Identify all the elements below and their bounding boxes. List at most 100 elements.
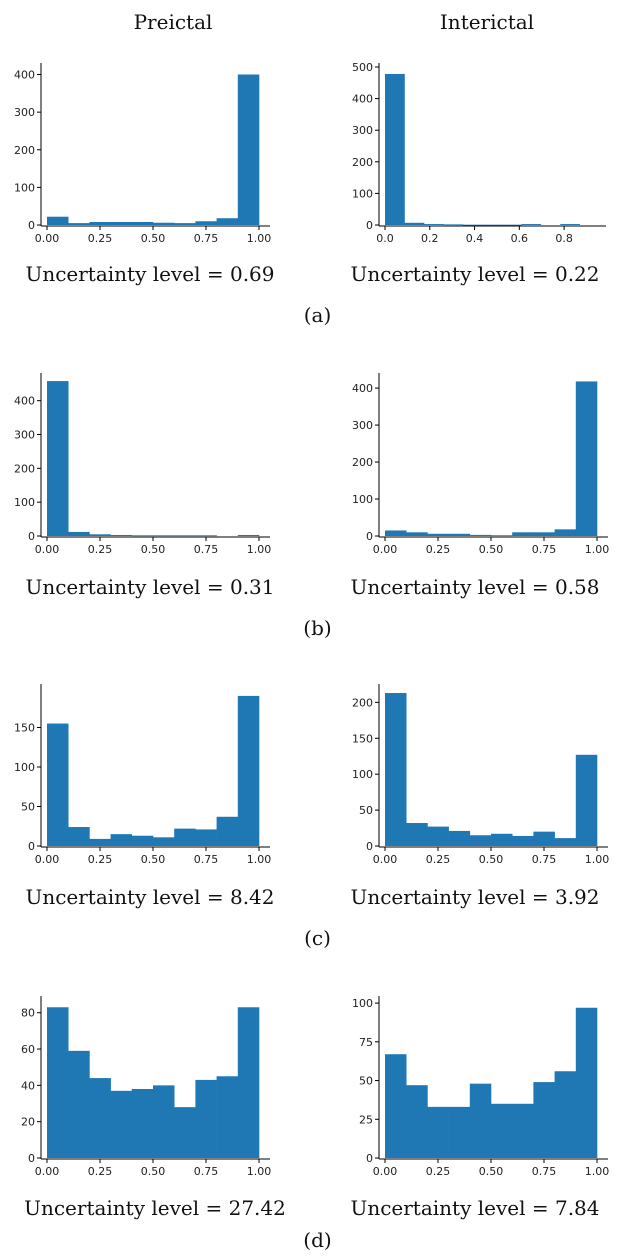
x-tick-label-c-preictal-4: 1.00: [247, 853, 272, 866]
x-tick-label-d-interictal-4: 1.00: [585, 1165, 610, 1178]
histogram-bar-b-interictal-7: [533, 532, 555, 536]
histogram-bar-d-interictal-6: [512, 1103, 534, 1158]
x-tick-label-a-preictal-3: 0.75: [194, 232, 219, 245]
x-tick-label-b-interictal-3: 0.75: [532, 543, 557, 556]
x-tick-label-b-preictal-3: 0.75: [194, 543, 219, 556]
y-tick-label-a-interictal-0: 0: [366, 219, 373, 232]
y-tick-label-b-preictal-3: 300: [14, 429, 35, 442]
x-tick-label-d-preictal-1: 0.25: [88, 1165, 113, 1178]
histogram-bar-b-preictal-5: [153, 535, 175, 537]
y-tick-label-b-interictal-2: 200: [352, 456, 373, 469]
histogram-bar-d-preictal-6: [174, 1107, 196, 1158]
histogram-bar-d-preictal-9: [237, 1007, 260, 1158]
histogram-bar-d-preictal-4: [131, 1088, 154, 1158]
y-tick-label-d-preictal-0: 0: [28, 1152, 35, 1165]
y-tick-label-d-interictal-3: 75: [359, 1036, 373, 1049]
histogram-bar-a-preictal-4: [131, 221, 154, 225]
histogram-bar-a-preictal-6: [174, 223, 196, 225]
histogram-bar-b-interictal-2: [427, 533, 449, 536]
x-tick-label-d-preictal-4: 1.00: [247, 1165, 272, 1178]
histogram-bar-d-interictal-2: [427, 1106, 449, 1158]
histogram-bar-c-interictal-8: [554, 838, 577, 846]
x-tick-label-c-interictal-3: 0.75: [532, 853, 557, 866]
histogram-bar-c-interictal-6: [512, 835, 534, 846]
histogram-bar-a-interictal-2: [423, 224, 444, 225]
panel-label-a: (a): [303, 303, 332, 327]
histogram-bar-a-interictal-7: [521, 224, 542, 225]
histogram-bar-c-interictal-2: [427, 826, 449, 846]
histogram-bar-b-preictal-1: [68, 531, 90, 536]
histogram-bar-b-interictal-3: [448, 533, 471, 536]
y-tick-label-b-preictal-1: 100: [14, 496, 35, 509]
y-tick-label-c-interictal-3: 150: [352, 732, 373, 745]
histogram-bar-c-preictal-8: [216, 816, 239, 846]
column-header-interictal: Interictal: [439, 10, 535, 34]
y-tick-label-d-preictal-1: 20: [21, 1116, 35, 1129]
x-tick-label-c-preictal-2: 0.50: [141, 853, 166, 866]
histogram-bar-d-interictal-1: [406, 1085, 428, 1158]
histogram-bar-a-preictal-9: [237, 74, 260, 226]
x-tick-label-d-preictal-3: 0.75: [194, 1165, 219, 1178]
histogram-bar-c-interictal-7: [533, 831, 555, 846]
x-tick-label-a-interictal-1: 0.2: [421, 232, 439, 245]
y-tick-label-d-preictal-2: 40: [21, 1079, 35, 1092]
y-tick-label-d-preictal-3: 60: [21, 1043, 35, 1056]
x-tick-label-a-preictal-0: 0.00: [35, 232, 60, 245]
histogram-bar-b-preictal-2: [89, 534, 111, 536]
y-tick-label-b-interictal-1: 100: [352, 493, 373, 506]
histogram-bar-d-interictal-0: [385, 1054, 407, 1158]
y-tick-label-c-preictal-1: 50: [21, 801, 35, 814]
y-tick-label-b-interictal-0: 0: [366, 530, 373, 543]
y-tick-label-a-interictal-2: 200: [352, 156, 373, 169]
x-tick-label-c-interictal-2: 0.50: [479, 853, 504, 866]
histogram-bar-c-interictal-3: [448, 830, 471, 846]
x-tick-label-d-interictal-2: 0.50: [479, 1165, 504, 1178]
histogram-bar-c-preictal-4: [131, 835, 154, 846]
column-header-preictal: Preictal: [133, 10, 213, 34]
histogram-bar-a-preictal-7: [195, 221, 217, 225]
x-tick-label-c-interictal-0: 0.00: [373, 853, 398, 866]
histogram-bar-d-interictal-4: [469, 1083, 492, 1158]
x-tick-label-a-interictal-0: 0.0: [376, 232, 394, 245]
x-tick-label-b-interictal-0: 0.00: [373, 543, 398, 556]
y-tick-label-d-interictal-1: 25: [359, 1113, 373, 1126]
histogram-bar-b-preictal-7: [195, 535, 217, 537]
x-tick-label-a-interictal-2: 0.4: [466, 232, 484, 245]
y-tick-label-d-interictal-0: 0: [366, 1152, 373, 1165]
y-tick-label-b-interictal-4: 400: [352, 382, 373, 395]
histogram-bar-a-preictal-0: [47, 216, 69, 225]
histogram-bar-d-interictal-8: [554, 1071, 577, 1158]
y-tick-label-c-interictal-2: 100: [352, 768, 373, 781]
y-tick-label-d-interictal-2: 50: [359, 1075, 373, 1088]
caption-d-interictal: Uncertainty level = 7.84: [350, 1196, 600, 1220]
y-tick-label-b-preictal-4: 400: [14, 395, 35, 408]
y-tick-label-b-preictal-2: 200: [14, 462, 35, 475]
histogram-bar-b-preictal-4: [131, 535, 154, 537]
y-tick-label-c-interictal-0: 0: [366, 840, 373, 853]
histogram-bar-c-interictal-1: [406, 823, 428, 846]
histogram-bar-c-preictal-6: [174, 828, 196, 846]
histogram-bar-a-interictal-3: [443, 224, 464, 226]
histogram-bar-d-interictal-9: [575, 1007, 598, 1158]
caption-c-preictal: Uncertainty level = 8.42: [25, 885, 275, 909]
histogram-bar-b-interictal-6: [512, 532, 534, 536]
histogram-bar-b-preictal-9: [237, 534, 260, 536]
histogram-bar-a-preictal-8: [216, 218, 239, 225]
y-tick-label-c-preictal-3: 150: [14, 722, 35, 735]
histogram-bar-a-preictal-3: [110, 221, 133, 225]
histogram-bar-c-preictal-5: [153, 837, 175, 846]
x-tick-label-a-interictal-3: 0.6: [511, 232, 529, 245]
panel-label-c: (c): [304, 926, 331, 950]
histogram-bar-c-preictal-7: [195, 829, 217, 846]
y-tick-label-b-preictal-0: 0: [28, 530, 35, 543]
histogram-bar-b-preictal-0: [47, 381, 69, 536]
x-tick-label-b-preictal-2: 0.50: [141, 543, 166, 556]
y-tick-label-a-interictal-4: 400: [352, 93, 373, 106]
x-tick-label-b-interictal-1: 0.25: [426, 543, 451, 556]
x-tick-label-d-preictal-0: 0.00: [35, 1165, 60, 1178]
y-tick-label-a-preictal-0: 0: [28, 219, 35, 232]
x-tick-label-b-interictal-4: 1.00: [585, 543, 610, 556]
x-tick-label-a-interictal-4: 0.8: [555, 232, 573, 245]
x-tick-label-c-interictal-4: 1.00: [585, 853, 610, 866]
